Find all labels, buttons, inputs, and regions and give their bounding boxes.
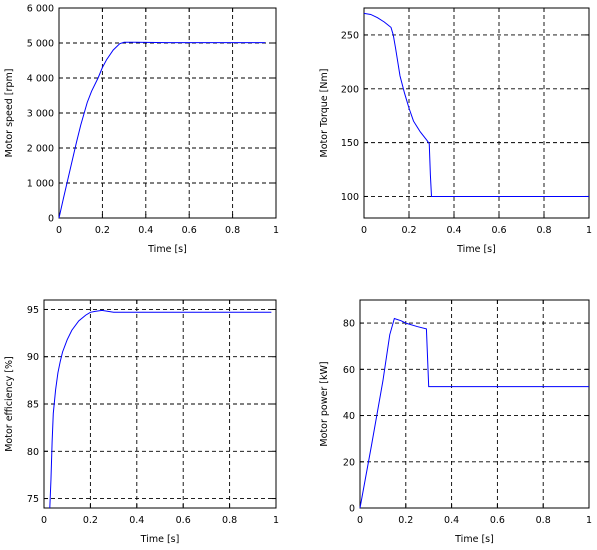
series-line <box>58 41 266 219</box>
chart-panel-1: 0 0.2 0.4 0.6 0.8 1 0 1 000 2 000 3 000 4 000 5 000… <box>4 4 279 256</box>
x-tick-label: 0 <box>357 515 363 526</box>
y-axis-label: Motor power [kW] <box>319 361 330 446</box>
y-tick-label: 250 <box>341 30 359 41</box>
y-tick-label: 60 <box>343 365 355 376</box>
plot-frame <box>363 7 590 219</box>
y-tick-label: 1 000 <box>27 179 54 190</box>
series-line <box>363 12 589 197</box>
series-line <box>359 317 589 509</box>
y-tick-label: 20 <box>343 457 355 468</box>
y-tick-label: 0 <box>48 214 54 225</box>
x-tick-label: 0.8 <box>222 515 237 526</box>
x-tick-label: 0.8 <box>536 515 551 526</box>
x-tick-label: 0.6 <box>176 515 191 526</box>
x-tick-label: 0.4 <box>446 225 461 236</box>
x-tick-label: 0.4 <box>129 515 144 526</box>
y-tick-label: 6 000 <box>27 4 54 15</box>
y-tick-label: 0 <box>349 504 355 515</box>
y-tick-label: 85 <box>27 400 39 411</box>
x-axis-label: Time [s] <box>454 534 494 545</box>
x-tick-label: 0.2 <box>398 515 413 526</box>
x-axis-label: Time [s] <box>456 244 496 255</box>
x-axis-label: Time [s] <box>140 534 180 545</box>
chart-panel-3: 0 0.2 0.4 0.6 0.8 1 75 80 85 90 95 Time [s] Motor ef… <box>4 299 279 545</box>
y-tick-label: 40 <box>343 411 355 422</box>
y-tick-label: 5 000 <box>27 39 54 50</box>
x-tick-label: 0.2 <box>83 515 98 526</box>
y-tick-label: 4 000 <box>27 74 54 85</box>
x-tick-label: 0.2 <box>95 225 110 236</box>
y-tick-label: 95 <box>27 305 39 316</box>
y-axis-label: Motor Torque [Nm] <box>319 69 330 158</box>
y-tick-label: 150 <box>341 138 359 149</box>
x-tick-label: 0.6 <box>491 225 506 236</box>
x-axis-label: Time [s] <box>147 244 187 255</box>
y-tick-label: 3 000 <box>27 109 54 120</box>
y-tick-label: 80 <box>343 319 355 330</box>
x-tick-label: 1 <box>586 225 592 236</box>
plot-frame <box>359 299 590 509</box>
x-tick-label: 0.8 <box>225 225 240 236</box>
x-tick-label: 0.4 <box>138 225 153 236</box>
x-tick-label: 1 <box>586 515 592 526</box>
x-tick-label: 0.4 <box>444 515 459 526</box>
y-tick-label: 75 <box>27 494 39 505</box>
x-tick-label: 0 <box>41 515 47 526</box>
x-tick-label: 0.6 <box>182 225 197 236</box>
x-tick-label: 0.6 <box>490 515 505 526</box>
series-line <box>49 309 272 509</box>
x-tick-label: 0 <box>56 225 62 236</box>
y-tick-label: 90 <box>27 352 39 363</box>
y-tick-label: 200 <box>341 84 359 95</box>
x-tick-label: 0.8 <box>536 225 551 236</box>
y-tick-label: 100 <box>341 192 359 203</box>
x-tick-label: 1 <box>273 515 279 526</box>
y-axis-label: Motor efficiency [%] <box>4 356 15 452</box>
y-axis-label: Motor speed [rpm] <box>4 69 15 158</box>
x-tick-label: 0 <box>361 225 367 236</box>
x-tick-label: 0.2 <box>401 225 416 236</box>
x-tick-label: 1 <box>273 225 279 236</box>
chart-panel-4: 0 0.2 0.4 0.6 0.8 1 0 20 40 60 80 Time [s] Motor pow… <box>319 299 592 545</box>
y-tick-label: 80 <box>27 447 39 458</box>
chart-panel-2: 0 0.2 0.4 0.6 0.8 1 100 150 200 250 Time [s] Motor … <box>319 7 592 255</box>
y-tick-label: 2 000 <box>27 144 54 155</box>
